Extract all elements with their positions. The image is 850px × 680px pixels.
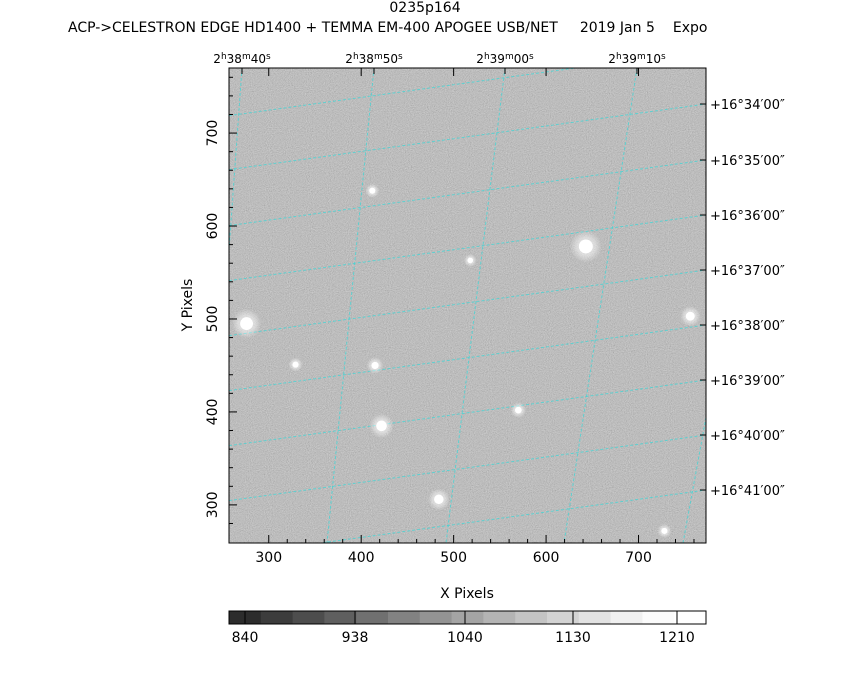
exposure-label: Expo — [672, 20, 708, 36]
instrument-label: ACP->CELESTRON EDGE HD1400 + TEMMA EM-40… — [68, 20, 558, 36]
dec-tick-label: +16°40′00″ — [710, 429, 785, 444]
star — [240, 317, 254, 331]
x-axis-label: X Pixels — [440, 586, 494, 602]
colorbar-frame — [228, 610, 707, 625]
dec-tick-label: +16°41′00″ — [710, 484, 785, 499]
y-axis: 300 400 500 600 700 — [205, 76, 237, 524]
y-tick-label: 300 — [205, 492, 221, 519]
dec-grid-line — [229, 434, 706, 502]
ra-tick-label: 2h39m10s — [608, 52, 666, 66]
colorbar-swatch — [419, 611, 453, 624]
colorbar-swatch — [260, 611, 294, 624]
x-axis: 300 400 500 600 700 — [255, 68, 695, 566]
x-tick-label: 300 — [255, 550, 282, 566]
y-tick-label: 700 — [205, 120, 221, 147]
star — [371, 361, 379, 370]
y-tick-label: 600 — [205, 213, 221, 240]
colorbar-swatch — [483, 611, 516, 624]
star — [376, 420, 387, 432]
colorbar-swatch — [451, 611, 484, 624]
star — [578, 239, 593, 254]
dec-tick-label: +16°39′00″ — [710, 374, 785, 389]
colorbar-swatch — [515, 611, 548, 624]
x-tick-label: 400 — [348, 550, 375, 566]
dec-tick-label: +16°36′00″ — [710, 209, 785, 224]
colorbar-swatch — [547, 611, 580, 624]
wcs-grid — [89, 68, 706, 543]
colorbar-swatch — [578, 611, 612, 624]
ra-grid-line — [682, 414, 706, 543]
ra-grid-line — [326, 68, 375, 543]
instrument-header: ACP->CELESTRON EDGE HD1400 + TEMMA EM-40… — [68, 20, 707, 36]
ra-tick-label: 2h38m40s — [213, 52, 271, 66]
star — [685, 311, 695, 321]
star — [292, 361, 299, 368]
dec-tick-label: +16°38′00″ — [710, 319, 785, 334]
dec-grid-line — [229, 214, 706, 282]
colorbar-swatch — [674, 611, 707, 624]
star — [514, 406, 522, 414]
star — [467, 257, 474, 264]
colorbar-swatch — [356, 611, 389, 624]
y-axis-label: Y Pixels — [180, 279, 196, 333]
plot-frame — [228, 67, 707, 544]
colorbar-label: 840 — [232, 630, 259, 646]
colorbar-label: 938 — [342, 630, 369, 646]
colorbar-swatch — [610, 611, 643, 624]
colorbar-label: 1130 — [555, 630, 591, 646]
colorbar: 840 938 1040 1130 1210 — [228, 610, 707, 646]
colorbar-label: 1210 — [659, 630, 695, 646]
colorbar-swatch — [642, 611, 675, 624]
dec-grid-line — [229, 324, 706, 392]
colorbar-label: 1040 — [447, 630, 483, 646]
ra-tick-label: 2h38m50s — [345, 52, 403, 66]
dec-tick-label: +16°37′00″ — [710, 264, 785, 279]
y-tick-label: 400 — [205, 399, 221, 426]
dec-grid-line — [229, 269, 706, 337]
ra-grid-line — [563, 68, 638, 543]
dec-grid-line — [317, 489, 706, 543]
dec-grid-line — [229, 159, 706, 227]
star — [434, 494, 444, 505]
dec-grid-line — [229, 68, 579, 117]
image-noise-texture — [229, 68, 706, 543]
image-object-name: 0235p164 — [389, 0, 461, 16]
x-tick-label: 600 — [533, 550, 560, 566]
star-field — [231, 183, 701, 538]
star — [661, 527, 668, 534]
ra-grid-line — [89, 68, 110, 543]
x-tick-label: 500 — [440, 550, 467, 566]
ra-axis: 2h38m40s 2h38m50s 2h39m00s 2h39m10s — [213, 52, 666, 74]
colorbar-swatch — [388, 611, 421, 624]
dec-axis: +16°34′00″ +16°35′00″ +16°36′00″ +16°37′00″… — [700, 98, 785, 499]
y-tick-label: 500 — [205, 306, 221, 333]
colorbar-swatch — [292, 611, 325, 624]
ra-tick-label: 2h39m00s — [476, 52, 534, 66]
star — [369, 187, 376, 194]
observation-date: 2019 Jan 5 — [579, 20, 655, 36]
x-tick-label: 700 — [625, 550, 652, 566]
colorbar-swatch — [324, 611, 357, 624]
dec-tick-label: +16°35′00″ — [710, 154, 785, 169]
dec-grid-line — [229, 379, 706, 447]
dec-tick-label: +16°34′00″ — [710, 98, 785, 113]
dec-grid-line — [229, 103, 706, 171]
